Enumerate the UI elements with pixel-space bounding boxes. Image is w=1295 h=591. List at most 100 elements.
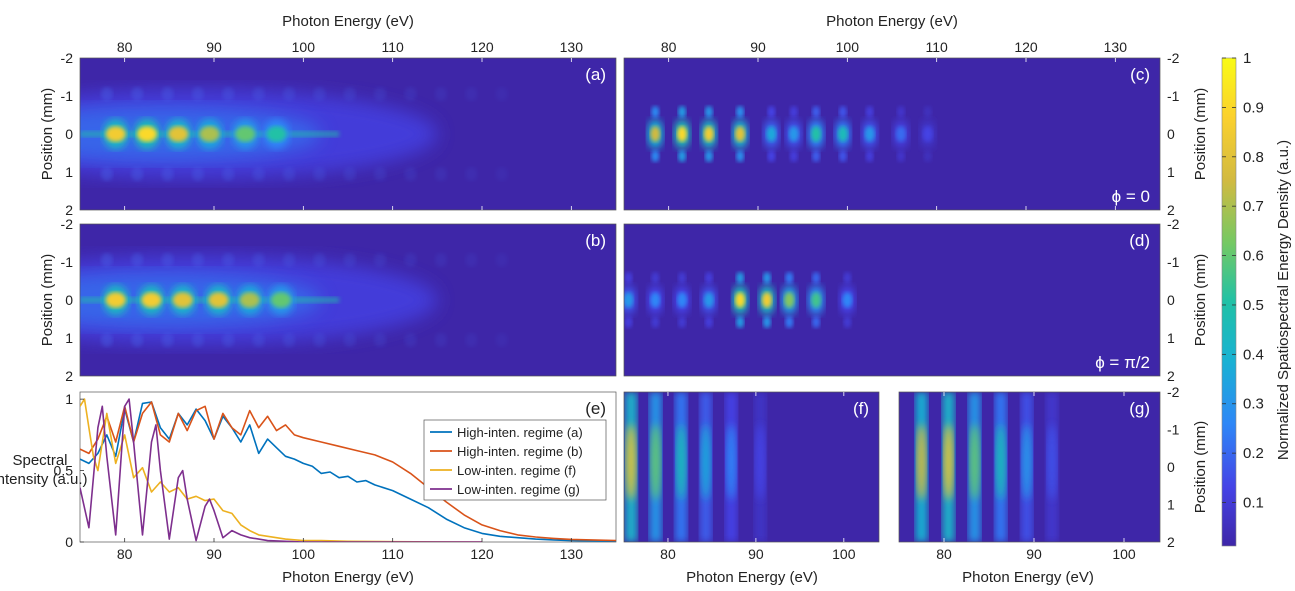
heatmap-peak [624, 292, 634, 308]
heatmap-side-lobe [762, 272, 771, 284]
heatmap-side-lobe [678, 272, 687, 284]
panel-a-heatmap: (a) 80 90 100 110 120 130 -2 -1 0 1 2 [61, 39, 617, 218]
heatmap-side-lobe [651, 150, 660, 162]
y-tick-label: 1 [65, 330, 73, 346]
legend-label-2: High-inten. regime (b) [457, 444, 583, 459]
heatmap-fringe [374, 87, 387, 101]
top-xlabel-right: Photon Energy (eV) [826, 13, 958, 30]
y-tick-label: 0 [1167, 126, 1175, 142]
xlabel-f: Photon Energy (eV) [686, 569, 818, 586]
heatmap-side-lobe [923, 106, 932, 118]
heatmap-fringe [374, 253, 387, 267]
colorbar-tick-label: 0.4 [1243, 346, 1264, 363]
heatmap-fringe [283, 333, 296, 347]
y-tick-label: -2 [1167, 384, 1180, 400]
panel-b-heatmap: (b) -2 -1 0 1 2 [61, 216, 617, 384]
heatmap-side-lobe [704, 316, 713, 328]
heatmap-side-lobe [896, 150, 905, 162]
xlabel-e: Photon Energy (eV) [282, 569, 414, 586]
y-tick-label: 1 [65, 164, 73, 180]
heatmap-fringe [434, 253, 447, 267]
x-tick-label: 100 [836, 39, 860, 55]
heatmap-peak [837, 126, 848, 142]
heatmap-fringe [404, 333, 417, 347]
heatmap-band-core [916, 424, 927, 500]
y-tick-label: 1 [1167, 497, 1175, 513]
x-tick-label: 110 [382, 39, 405, 55]
panel-f-heatmap: (f) 80 90 100 [623, 391, 880, 562]
heatmap-peak [239, 292, 260, 308]
heatmap-side-lobe [789, 106, 798, 118]
x-tick-label: 80 [117, 39, 133, 55]
heatmap-side-lobe [678, 316, 687, 328]
heatmap-band-core [676, 424, 687, 500]
heatmap-fringe [434, 167, 447, 181]
x-tick-label: 90 [748, 546, 764, 562]
panel-phase-c: ϕ = 0 [1112, 187, 1150, 206]
heatmap-band-core [700, 424, 711, 500]
heatmap-fringe [404, 253, 417, 267]
heatmap-fringe [191, 333, 204, 347]
heatmap-peak [168, 126, 189, 142]
y-tick-label: 2 [65, 368, 73, 384]
x-tick-label: 90 [750, 39, 766, 55]
x-tick-label: 80 [661, 39, 677, 55]
x-tick-label: 130 [560, 546, 584, 562]
heatmap-fringe [465, 333, 478, 347]
x-tick-label: 120 [470, 39, 494, 55]
heatmap-fringe [100, 167, 113, 181]
heatmap-peak [735, 292, 746, 308]
heatmap-peak [788, 126, 799, 142]
heatmap-side-lobe [923, 150, 932, 162]
x-tick-label: 90 [206, 39, 222, 55]
panel-g-heatmap: (g) 80 90 100 -2 -1 0 1 2 [898, 384, 1180, 562]
y-tick-label: 0 [65, 534, 73, 550]
heatmap-side-lobe [651, 316, 660, 328]
heatmap-fringe [374, 333, 387, 347]
x-tick-label: 100 [832, 546, 856, 562]
heatmap-side-lobe [762, 316, 771, 328]
heatmap-side-lobe [767, 106, 776, 118]
heatmap-side-lobe [785, 272, 794, 284]
heatmap-fringe [222, 87, 235, 101]
y-tick-label: -1 [1167, 254, 1180, 270]
heatmap-fringe [343, 333, 356, 347]
y-tick-label: 2 [65, 202, 73, 218]
y-tick-label: 0 [1167, 292, 1175, 308]
x-tick-label: 80 [936, 546, 952, 562]
panel-frame [898, 391, 1161, 543]
heatmap-fringe [100, 333, 113, 347]
x-tick-label: 90 [206, 546, 222, 562]
panel-label-d: (d) [1129, 231, 1150, 250]
heatmap-side-lobe [812, 272, 821, 284]
heatmap-peak [271, 292, 291, 308]
panel-frame [623, 57, 1161, 211]
heatmap-fringe [313, 87, 326, 101]
heatmap-fringe [343, 253, 356, 267]
heatmap-peak [172, 292, 193, 308]
heatmap-band-core [755, 424, 766, 500]
heatmap-fringe [313, 333, 326, 347]
ylabel-g: Position (mm) [1192, 421, 1209, 514]
heatmap-fringe [191, 167, 204, 181]
x-tick-label: 120 [1014, 39, 1038, 55]
heatmap-fringe [343, 167, 356, 181]
heatmap-fringe [191, 253, 204, 267]
heatmap-side-lobe [624, 316, 633, 328]
heatmap-fringe [465, 253, 478, 267]
panel-label-c: (c) [1130, 65, 1150, 84]
y-tick-label: 0.5 [54, 463, 74, 479]
heatmap-peak [811, 292, 822, 308]
legend-label-4: Low-inten. regime (g) [457, 482, 580, 497]
heatmap-peak [761, 292, 772, 308]
y-tick-label: -2 [61, 50, 74, 66]
panel-label-a: (a) [585, 65, 606, 84]
y-tick-label: -1 [1167, 88, 1180, 104]
legend-box [423, 419, 607, 501]
panel-d-heatmap: (d) ϕ = π/2 -2 -1 0 1 2 [623, 216, 1180, 384]
heatmap-fringe [434, 333, 447, 347]
heatmap-side-lobe [812, 106, 821, 118]
heatmap-side-lobe [789, 150, 798, 162]
x-tick-label: 130 [560, 39, 584, 55]
